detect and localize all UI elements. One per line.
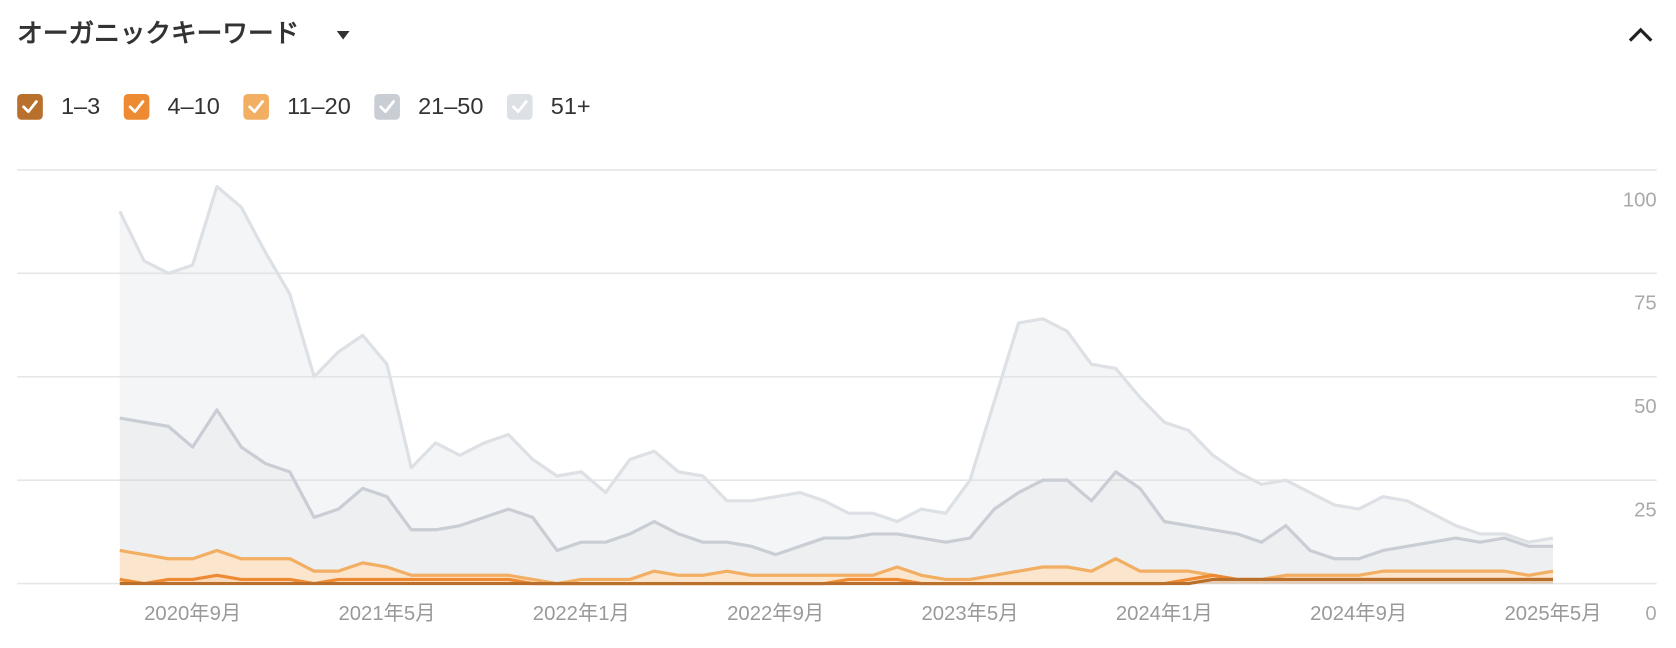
line <box>118 184 1554 544</box>
y-tick-label: 75 <box>1634 293 1657 315</box>
checkmark <box>128 100 145 114</box>
line <box>119 577 1554 586</box>
y-tick-label: 0 <box>1645 603 1656 625</box>
plot-area: 0 25 50 75 100 2020年9月 2021年5月 2022年1月 2022年9月 20… <box>17 169 1657 625</box>
checkmark <box>379 100 395 114</box>
x-tick-label: 2020年9月 <box>144 602 241 625</box>
legend-label: 1–3 <box>61 93 100 119</box>
legend-item[interactable]: 51+ <box>506 93 591 120</box>
x-tick-label: 2023年5月 <box>921 602 1018 625</box>
area <box>119 186 1554 559</box>
y-tick-label: 100 <box>1623 189 1657 211</box>
x-tick-label: 2022年9月 <box>727 602 824 625</box>
x-tick-label: 2025年5月 <box>1504 602 1601 625</box>
section-title: オーガニックキーワード <box>17 19 299 48</box>
y-tick-label: 25 <box>1634 500 1657 522</box>
checkmark <box>248 100 264 114</box>
legend-item[interactable]: 4–10 <box>123 93 220 120</box>
legend-item[interactable]: 11–20 <box>243 93 351 120</box>
area <box>119 409 1554 584</box>
legend-item[interactable]: 1–3 <box>17 93 100 120</box>
legend-checkbox[interactable] <box>506 94 533 120</box>
legend-checkbox[interactable] <box>243 94 269 120</box>
x-tick-label: 2024年1月 <box>1116 602 1213 625</box>
legend-label: 21–50 <box>418 93 483 119</box>
checkmark <box>22 100 38 114</box>
legend-checkbox[interactable] <box>123 94 150 120</box>
legend-checkbox[interactable] <box>374 94 400 120</box>
legend-label: 11–20 <box>287 93 351 119</box>
legend-label: 51+ <box>551 93 591 119</box>
legend-item[interactable]: 21–50 <box>374 93 483 120</box>
x-tick-label: 2021年5月 <box>338 602 435 625</box>
checkmark <box>512 100 528 114</box>
y-tick-label: 50 <box>1634 396 1657 418</box>
dropdown-caret[interactable] <box>336 30 350 40</box>
legend-label: 4–10 <box>168 93 220 119</box>
collapse-button[interactable] <box>1628 27 1653 42</box>
legend: 1–3 4–10 11–20 21–50 51+ <box>17 93 591 120</box>
x-tick-label: 2022年1月 <box>533 602 630 625</box>
line <box>119 548 1554 586</box>
legend-checkbox[interactable] <box>17 94 43 120</box>
x-tick-label: 2024年9月 <box>1310 602 1407 625</box>
line <box>119 408 1554 561</box>
